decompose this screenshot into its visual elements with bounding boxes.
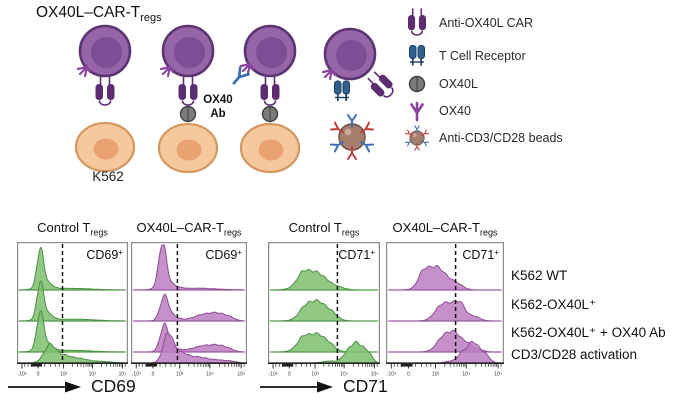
x-axis-cd71: CD71 xyxy=(260,376,388,397)
diagram-title-main: OX40L–CAR-T xyxy=(36,4,141,21)
flow-panel-control-tregs-cd71: CD71+ -10³ 0 10³ 10⁴ 10⁵ xyxy=(268,242,381,378)
condition-label-k562-ox40l-ox40ab: K562-OX40L⁺ + OX40 Ab xyxy=(511,325,666,340)
condition-label-k562-wt: K562 WT xyxy=(511,268,568,283)
x-axis-tick-label: -10³ xyxy=(269,372,278,378)
panel-header-ox40l-car-tregs-cd71: OX40L–CAR-Tregs xyxy=(392,220,498,238)
gate-label: CD69+ xyxy=(86,248,123,262)
x-axis-cd69: CD69 xyxy=(8,376,136,397)
panel-header-control-tregs-cd69: Control Tregs xyxy=(37,220,108,238)
gate-label: CD69+ xyxy=(205,248,242,262)
x-axis-ticks xyxy=(272,364,378,369)
x-axis-label-cd69: CD69 xyxy=(91,376,136,396)
histogram-row xyxy=(18,309,127,353)
x-axis-tick-label: -10³ xyxy=(18,372,27,378)
histogram-row xyxy=(387,265,503,291)
x-axis-label-cd71: CD71 xyxy=(343,376,388,396)
diagram-title: OX40L–CAR-Tregs xyxy=(36,4,162,24)
x-axis-tick-label: 10⁴ xyxy=(206,372,214,378)
x-axis-tick-label: 10⁵ xyxy=(371,372,379,378)
x-axis-tick-label: -10³ xyxy=(132,372,141,378)
histogram-row xyxy=(18,246,127,291)
legend-label: OX40L xyxy=(439,77,478,91)
gate-label: CD71+ xyxy=(338,248,375,262)
schematic-drawing: K562 OX40 Ab xyxy=(74,24,399,184)
legend-item: OX40L xyxy=(404,70,478,98)
legend-label: Anti-OX40L CAR xyxy=(439,16,534,30)
x-axis-ticks xyxy=(135,364,245,369)
flow-panel-control-tregs-cd69: CD69+ -10³ 0 10³ 10⁴ 10⁵ xyxy=(17,242,129,378)
ox40-ab-label-line1: OX40 xyxy=(203,94,232,106)
histogram-row xyxy=(132,244,246,291)
legend-label: OX40 xyxy=(439,104,471,118)
x-axis-tick-label: 10⁴ xyxy=(89,372,97,378)
gate-label: CD71+ xyxy=(462,248,499,262)
flow-panel-ox40l-car-tregs-cd71: CD71+ -10³ 0 10³ 10⁴ 10⁵ xyxy=(386,242,505,378)
legend-item: Anti-OX40L CAR xyxy=(404,7,534,37)
x-axis-tick-label: 10⁵ xyxy=(237,372,245,378)
x-axis-tick-label: 10⁴ xyxy=(340,372,348,378)
x-axis-tick-label: 10³ xyxy=(176,372,184,378)
panel-header-ox40l-car-tregs-cd69: OX40L–CAR-Tregs xyxy=(136,220,242,238)
x-axis-tick-label: 0 xyxy=(152,372,155,378)
histogram-row xyxy=(132,322,246,353)
legend-item: Anti-CD3/CD28 beads xyxy=(404,124,563,152)
x-axis-arrow-icon xyxy=(260,381,333,392)
condition-label-cd3-cd28: CD3/CD28 activation xyxy=(511,347,638,362)
histogram-row xyxy=(269,299,379,322)
x-axis-tick-label: 10⁴ xyxy=(462,372,470,378)
panel-header-control-tregs-cd71: Control Tregs xyxy=(288,220,360,238)
x-axis-tick-label: 10⁵ xyxy=(119,372,127,378)
ox40-ab-label-line2: Ab xyxy=(210,108,225,120)
histogram-row xyxy=(132,293,246,322)
legend-item: OX40 xyxy=(404,97,471,125)
diagram-title-sub: regs xyxy=(140,12,162,25)
x-axis-arrow-icon xyxy=(8,381,81,392)
condition-label-k562-ox40l: K562-OX40L⁺ xyxy=(511,297,597,312)
legend-label: Anti-CD3/CD28 beads xyxy=(439,131,563,145)
legend-label: T Cell Receptor xyxy=(439,49,526,63)
histogram-row xyxy=(387,300,503,322)
histogram-row xyxy=(269,269,379,291)
x-axis-tick-label: 0 xyxy=(407,372,410,378)
x-axis-ticks xyxy=(21,364,126,369)
x-axis-ticks xyxy=(390,364,502,369)
histogram-row xyxy=(19,342,126,364)
x-axis-tick-label: 10³ xyxy=(311,372,319,378)
k562-label: K562 xyxy=(92,169,124,184)
x-axis-tick-label: 0 xyxy=(37,372,40,378)
legend-item: T Cell Receptor xyxy=(404,42,526,70)
histogram-row xyxy=(18,280,127,322)
x-axis-tick-label: 0 xyxy=(288,372,291,378)
x-axis-tick-label: 10³ xyxy=(60,372,68,378)
x-axis-tick-label: -10³ xyxy=(387,372,396,378)
x-axis-tick-label: 10³ xyxy=(432,372,440,378)
flow-panel-ox40l-car-tregs-cd69: CD69+ -10³ 0 10³ 10⁴ 10⁵ xyxy=(131,242,248,378)
x-axis-tick-label: 10⁵ xyxy=(494,372,502,378)
